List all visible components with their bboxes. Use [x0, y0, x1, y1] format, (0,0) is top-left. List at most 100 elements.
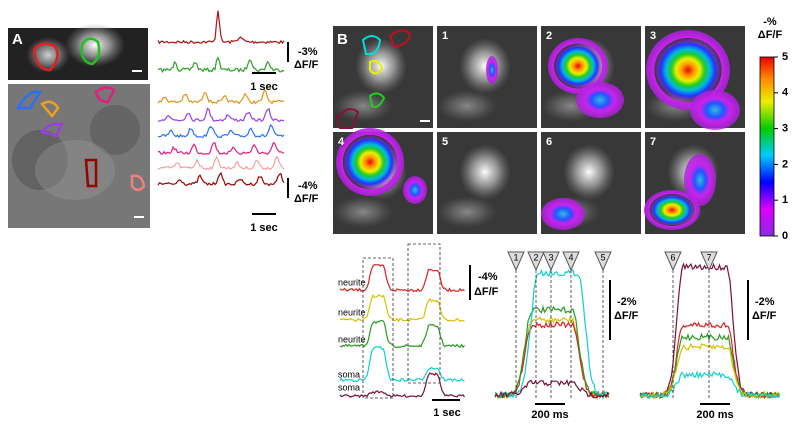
unit-label: ΔF/F [294, 193, 319, 205]
trace-label: soma [338, 382, 360, 392]
colorbar-title: -% [763, 16, 777, 28]
marker-number: 2 [533, 252, 538, 262]
colorbar-title: ΔF/F [758, 29, 783, 41]
marker-number: 1 [513, 252, 518, 262]
trace [494, 378, 610, 399]
marker-triangle [700, 251, 718, 272]
trace [157, 155, 285, 171]
frame-number: 6 [546, 136, 552, 148]
marker-number: 4 [568, 252, 573, 262]
colorbar-tick-label: 1 [782, 194, 788, 206]
unit-label: ΔF/F [752, 310, 777, 322]
trace [339, 263, 465, 293]
panel-a-images: A [8, 23, 150, 228]
trace [639, 321, 780, 400]
trace [157, 89, 285, 105]
activity-map [690, 90, 740, 130]
marker-triangle [542, 251, 560, 272]
trace [494, 315, 610, 400]
colorbar-tick-label: 0 [782, 230, 788, 242]
trace [639, 342, 780, 399]
time-label: 1 sec [250, 222, 278, 234]
trace [157, 171, 285, 187]
amplitude-label: -3% [298, 46, 318, 58]
trace [339, 345, 465, 383]
panel-b-scales [432, 265, 749, 405]
unit-label: ΔF/F [294, 59, 319, 71]
trace [157, 141, 285, 156]
activity-map [336, 128, 404, 196]
frame-number: 5 [442, 136, 448, 148]
cell-glow [563, 144, 615, 200]
panel-a-scales [252, 42, 289, 215]
activity-map [486, 56, 498, 84]
roi-outline [335, 108, 360, 129]
highlight-box [407, 243, 441, 384]
trace [639, 262, 780, 399]
marker-triangle [507, 251, 525, 272]
cell-glow [333, 196, 393, 228]
amplitude-label: -2% [755, 296, 775, 308]
colorbar-tick-label: 2 [782, 158, 788, 170]
cell-glow [333, 90, 393, 122]
colorbar-tick-label: 4 [782, 87, 789, 99]
frame-number: 7 [650, 136, 656, 148]
frame-number: 4 [338, 136, 345, 148]
amplitude-label: -4% [478, 271, 498, 283]
cell-glow [459, 38, 511, 94]
trace-label: soma [338, 369, 360, 379]
time-label: 1 sec [433, 407, 461, 419]
marker-number: 6 [670, 252, 675, 262]
activity-map [541, 198, 585, 230]
activity-map [576, 82, 624, 118]
time-label: 200 ms [696, 409, 733, 421]
panel-label: A [12, 31, 23, 48]
activity-map [403, 176, 427, 204]
trace [339, 319, 465, 349]
trace [494, 320, 610, 400]
marker-triangle [562, 251, 580, 272]
panel-b-images: 1 2 3 4 5 6 7 [333, 26, 745, 234]
marker-number: 3 [548, 252, 553, 262]
frame-number: 1 [442, 30, 448, 42]
trace [157, 123, 285, 139]
trace [339, 293, 465, 323]
activity-map [646, 30, 730, 110]
amplitude-label: -4% [298, 180, 318, 192]
frame-number: 3 [650, 30, 656, 42]
marker-number: 7 [706, 252, 711, 262]
panel-label: B [337, 31, 348, 48]
unit-label: ΔF/F [614, 310, 639, 322]
trace-label: neurite [338, 277, 366, 287]
activity-map [684, 154, 716, 206]
trace [157, 107, 285, 123]
cell-glow [437, 90, 497, 122]
time-label: 1 sec [250, 81, 278, 93]
roi-outline [368, 92, 386, 108]
marker-triangle [594, 251, 612, 272]
highlight-box [362, 257, 394, 399]
colorbar-tick-label: 5 [782, 51, 788, 63]
marker-triangle [527, 251, 545, 272]
roi-outline [369, 59, 384, 75]
activity-map [644, 190, 700, 230]
trace [157, 56, 285, 74]
cell-glow [459, 144, 511, 200]
amplitude-label: -2% [617, 296, 637, 308]
panel-a-traces [157, 10, 285, 187]
roi-outline [388, 29, 412, 48]
trace-label: neurite [338, 307, 366, 317]
marker-number: 5 [600, 252, 605, 262]
trace [639, 369, 781, 400]
scale-bar [420, 120, 430, 122]
trace [157, 10, 285, 45]
colorbar-tick-label: 3 [782, 123, 788, 135]
trace [639, 332, 780, 400]
trace [339, 372, 465, 399]
trace [494, 304, 610, 399]
unit-label: ΔF/F [474, 286, 499, 298]
time-label: 200 ms [531, 409, 568, 421]
cell-glow [437, 196, 497, 228]
